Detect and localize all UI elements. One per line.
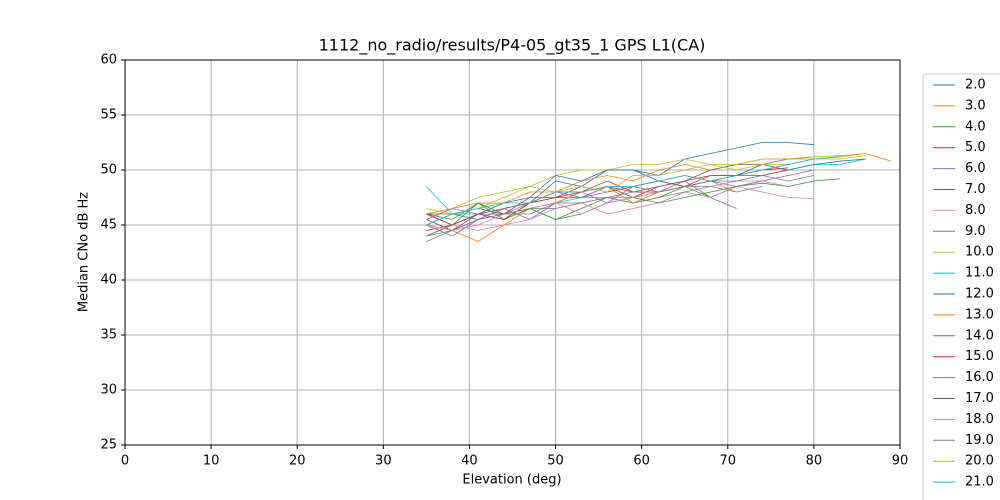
x-tick-label: 50 — [547, 454, 564, 469]
y-tick-label: 55 — [100, 108, 117, 123]
legend-label: 10.0 — [965, 245, 994, 260]
legend-label: 17.0 — [965, 391, 994, 406]
y-tick-label: 35 — [100, 328, 117, 343]
x-tick-label: 90 — [892, 454, 909, 469]
series-line — [426, 156, 840, 226]
legend-label: 16.0 — [965, 370, 994, 385]
legend-label: 13.0 — [965, 307, 994, 322]
legend-label: 3.0 — [965, 98, 986, 113]
x-tick-label: 80 — [806, 454, 823, 469]
x-tick-label: 20 — [289, 454, 306, 469]
y-axis-label: Median CNo dB Hz — [77, 192, 92, 312]
series-line — [426, 156, 814, 231]
legend-label: 7.0 — [965, 182, 986, 197]
y-tick-label: 60 — [100, 53, 117, 68]
y-tick-label: 25 — [100, 438, 117, 453]
series-line — [426, 178, 840, 220]
legend-label: 12.0 — [965, 287, 994, 302]
x-tick-label: 40 — [461, 454, 478, 469]
series-line — [426, 164, 789, 215]
y-tick-label: 40 — [100, 273, 117, 288]
legend-label: 21.0 — [965, 475, 994, 490]
legend-label: 11.0 — [965, 266, 994, 281]
legend-label: 2.0 — [965, 78, 986, 93]
legend-label: 19.0 — [965, 433, 994, 448]
series-line — [426, 180, 789, 231]
legend-label: 5.0 — [965, 140, 986, 155]
legend-box — [922, 73, 1000, 500]
series-line — [426, 153, 866, 220]
legend-label: 20.0 — [965, 454, 994, 469]
plot-frame — [124, 59, 901, 446]
x-tick-label: 70 — [720, 454, 737, 469]
x-tick-label: 60 — [633, 454, 650, 469]
series-line — [426, 180, 737, 242]
legend-label: 18.0 — [965, 412, 994, 427]
x-tick-label: 10 — [203, 454, 220, 469]
x-axis-label: Elevation (deg) — [462, 473, 561, 488]
legend-label: 14.0 — [965, 328, 994, 343]
legend-label: 6.0 — [965, 161, 986, 176]
series-line — [426, 167, 789, 231]
y-tick-label: 30 — [100, 383, 117, 398]
legend-label: 9.0 — [965, 224, 986, 239]
chart-title: 1112_no_radio/results/P4-05_gt35_1 GPS L… — [319, 36, 706, 56]
y-tick-label: 50 — [100, 163, 117, 178]
x-tick-label: 30 — [375, 454, 392, 469]
series-line — [426, 175, 814, 237]
legend-label: 15.0 — [965, 349, 994, 364]
x-tick-label: 0 — [121, 454, 129, 469]
y-tick-label: 45 — [100, 218, 117, 233]
legend-label: 4.0 — [965, 119, 986, 134]
legend-label: 8.0 — [965, 203, 986, 218]
